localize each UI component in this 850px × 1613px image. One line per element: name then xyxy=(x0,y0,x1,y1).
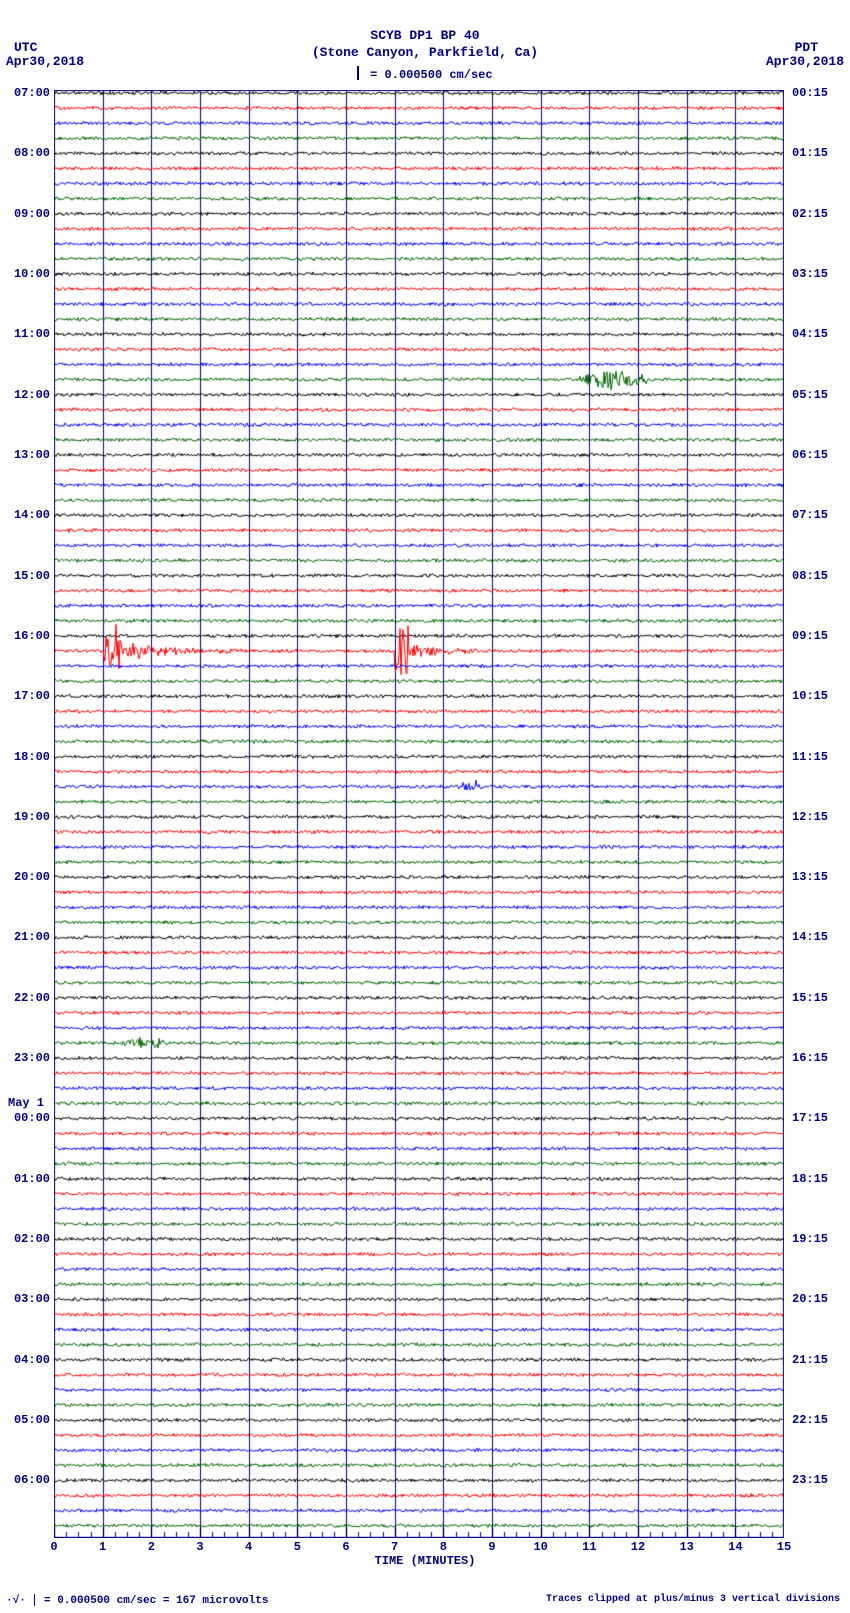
title-line1: SCYB DP1 BP 40 xyxy=(0,28,850,45)
right-time-label: 01:15 xyxy=(792,146,842,160)
left-time-label: 10:00 xyxy=(0,267,50,281)
right-time-label: 18:15 xyxy=(792,1172,842,1186)
left-time-label: 04:00 xyxy=(0,1353,50,1367)
right-time-label: 14:15 xyxy=(792,930,842,944)
left-time-label: 06:00 xyxy=(0,1473,50,1487)
right-time-label: 21:15 xyxy=(792,1353,842,1367)
left-time-label: 00:00 xyxy=(0,1111,50,1125)
left-time-label: 11:00 xyxy=(0,327,50,341)
x-tick-label: 11 xyxy=(582,1540,596,1554)
date-left-label: Apr30,2018 xyxy=(6,54,84,69)
right-time-label: 13:15 xyxy=(792,870,842,884)
tz-right-label: PDT xyxy=(795,40,818,55)
x-tick-label: 3 xyxy=(196,1540,203,1554)
left-time-label: 23:00 xyxy=(0,1051,50,1065)
right-time-label: 07:15 xyxy=(792,508,842,522)
x-tick-label: 4 xyxy=(245,1540,252,1554)
x-tick-label: 2 xyxy=(148,1540,155,1554)
x-tick-ruler xyxy=(54,1524,784,1538)
title-line2: (Stone Canyon, Parkfield, Ca) xyxy=(0,45,850,62)
left-time-label: 13:00 xyxy=(0,448,50,462)
left-time-label: 21:00 xyxy=(0,930,50,944)
right-time-label: 10:15 xyxy=(792,689,842,703)
x-tick-label: 1 xyxy=(99,1540,106,1554)
left-time-label: 05:00 xyxy=(0,1413,50,1427)
x-tick-label: 12 xyxy=(631,1540,645,1554)
footer-left-text: = 0.000500 cm/sec = 167 microvolts xyxy=(37,1595,268,1607)
right-time-axis: 00:1501:1502:1503:1504:1505:1506:1507:15… xyxy=(788,90,850,1538)
scale-text: = 0.000500 cm/sec xyxy=(363,68,493,82)
left-time-label: 17:00 xyxy=(0,689,50,703)
left-time-label: 09:00 xyxy=(0,207,50,221)
left-time-label: 08:00 xyxy=(0,146,50,160)
x-tick-label: 14 xyxy=(728,1540,742,1554)
right-time-label: 19:15 xyxy=(792,1232,842,1246)
tz-left-label: UTC xyxy=(14,40,37,55)
left-time-label: 19:00 xyxy=(0,810,50,824)
left-time-label: 07:00 xyxy=(0,86,50,100)
x-tick-label: 5 xyxy=(294,1540,301,1554)
left-time-label: 12:00 xyxy=(0,388,50,402)
right-time-label: 02:15 xyxy=(792,207,842,221)
left-time-label: 02:00 xyxy=(0,1232,50,1246)
right-time-label: 00:15 xyxy=(792,86,842,100)
seismogram-canvas xyxy=(54,90,784,1538)
date-right-label: Apr30,2018 xyxy=(766,54,844,69)
x-tick-label: 0 xyxy=(50,1540,57,1554)
x-tick-label: 9 xyxy=(488,1540,495,1554)
left-time-axis: 07:0008:0009:0010:0011:0012:0013:0014:00… xyxy=(0,90,54,1538)
right-time-label: 17:15 xyxy=(792,1111,842,1125)
right-time-label: 22:15 xyxy=(792,1413,842,1427)
x-tick-label: 10 xyxy=(533,1540,547,1554)
x-tick-label: 13 xyxy=(679,1540,693,1554)
right-time-label: 15:15 xyxy=(792,991,842,1005)
x-tick-label: 6 xyxy=(342,1540,349,1554)
right-time-label: 11:15 xyxy=(792,750,842,764)
footer-right: Traces clipped at plus/minus 3 vertical … xyxy=(546,1594,840,1605)
right-time-label: 03:15 xyxy=(792,267,842,281)
right-time-label: 09:15 xyxy=(792,629,842,643)
title-area: SCYB DP1 BP 40 (Stone Canyon, Parkfield,… xyxy=(0,0,850,84)
x-tick-label: 7 xyxy=(391,1540,398,1554)
left-time-label: 18:00 xyxy=(0,750,50,764)
right-time-label: 04:15 xyxy=(792,327,842,341)
right-time-label: 05:15 xyxy=(792,388,842,402)
scale-bar-icon xyxy=(357,66,359,80)
left-time-label: 16:00 xyxy=(0,629,50,643)
footer-scale-bar-icon xyxy=(34,1594,35,1606)
right-time-label: 20:15 xyxy=(792,1292,842,1306)
right-time-label: 12:15 xyxy=(792,810,842,824)
x-tick-label: 15 xyxy=(777,1540,791,1554)
right-time-label: 16:15 xyxy=(792,1051,842,1065)
right-time-label: 08:15 xyxy=(792,569,842,583)
x-tick-label: 8 xyxy=(440,1540,447,1554)
scale-note: = 0.000500 cm/sec xyxy=(0,68,850,84)
left-time-label: 20:00 xyxy=(0,870,50,884)
seismogram-container: UTC Apr30,2018 PDT Apr30,2018 SCYB DP1 B… xyxy=(0,0,850,1613)
left-time-label: 03:00 xyxy=(0,1292,50,1306)
right-time-label: 06:15 xyxy=(792,448,842,462)
x-axis-label: TIME (MINUTES) xyxy=(0,1554,850,1568)
footer-left: ·√· = 0.000500 cm/sec = 167 microvolts xyxy=(6,1594,268,1607)
right-time-label: 23:15 xyxy=(792,1473,842,1487)
footer-left-prefix: ·√· xyxy=(6,1595,32,1607)
plot-area xyxy=(54,90,784,1538)
left-time-label: 01:00 xyxy=(0,1172,50,1186)
left-time-label: 15:00 xyxy=(0,569,50,583)
left-time-label: 22:00 xyxy=(0,991,50,1005)
day-change-label: May 1 xyxy=(8,1096,44,1110)
left-time-label: 14:00 xyxy=(0,508,50,522)
